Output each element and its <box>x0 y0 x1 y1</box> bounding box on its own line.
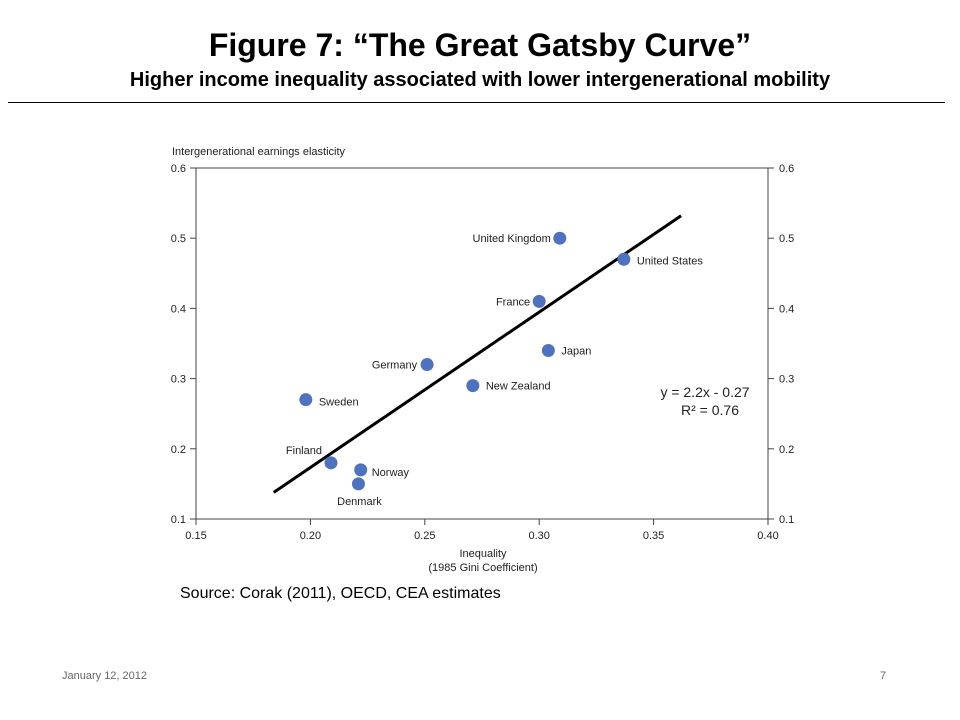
point-new-zealand <box>466 379 480 393</box>
axis-ticks: 0.6 0.6 0.5 0.5 0.4 0.4 0.3 0.3 0.2 0.2 0.1 0.1 0.15… <box>171 163 795 542</box>
point-label-japan: Japan <box>561 346 591 358</box>
x-axis-label: Inequality <box>459 548 507 560</box>
y-tick-label-left: 0.1 <box>171 514 186 526</box>
point-japan <box>541 344 555 358</box>
point-united-states <box>617 252 631 266</box>
page-number: 7 <box>880 670 887 682</box>
data-point-labels: United Kingdom United States France Japan Ge… <box>286 233 703 508</box>
plot-frame <box>195 167 769 520</box>
source-note: Source: Corak (2011), OECD, CEA estimate… <box>180 585 501 602</box>
y-axis-label: Intergenerational earnings elasticity <box>172 146 346 158</box>
data-points <box>299 231 631 491</box>
fit-r-squared: R² = 0.76 <box>681 402 739 418</box>
x-tick-label: 0.20 <box>300 530 321 542</box>
y-tick-label-left: 0.4 <box>171 303 186 315</box>
fit-equation: y = 2.2x - 0.27 <box>660 384 749 400</box>
x-tick-label: 0.30 <box>528 530 549 542</box>
y-tick-label-right: 0.3 <box>779 374 794 386</box>
y-tick-label-left: 0.5 <box>171 233 186 245</box>
y-tick-label-right: 0.6 <box>779 163 794 175</box>
y-tick-label-left: 0.3 <box>171 374 186 386</box>
x-tick-label: 0.35 <box>643 530 664 542</box>
x-tick-label: 0.15 <box>185 530 206 542</box>
point-label-france: France <box>496 296 530 308</box>
point-sweden <box>299 393 313 407</box>
point-germany <box>420 358 434 372</box>
x-axis-sublabel: (1985 Gini Coefficient) <box>428 562 537 574</box>
x-tick-label: 0.25 <box>414 530 435 542</box>
figure-subtitle: Higher income inequality associated with… <box>129 69 831 91</box>
y-tick-label-right: 0.4 <box>779 303 794 315</box>
point-label-united-states: United States <box>637 255 704 267</box>
point-label-new-zealand: New Zealand <box>486 381 551 393</box>
point-finland <box>324 456 338 470</box>
y-tick-label-right: 0.2 <box>779 444 794 456</box>
point-norway <box>354 463 368 477</box>
plot-area: 0.6 0.6 0.5 0.5 0.4 0.4 0.3 0.3 0.2 0.2 0.1 0.1 0.15… <box>171 163 795 542</box>
y-tick-label-left: 0.2 <box>171 444 186 456</box>
regression-line <box>272 214 682 494</box>
y-tick-label-left: 0.6 <box>171 163 186 175</box>
point-denmark <box>351 477 365 491</box>
point-label-denmark: Denmark <box>337 496 382 508</box>
point-label-finland: Finland <box>286 445 322 457</box>
title-divider <box>8 102 945 103</box>
point-label-norway: Norway <box>372 467 410 479</box>
point-label-sweden: Sweden <box>319 397 359 409</box>
point-united-kingdom <box>553 231 567 245</box>
footer-date: January 12, 2012 <box>62 670 148 682</box>
figure-title: Figure 7: “The Great Gatsby Curve” <box>208 27 752 63</box>
point-france <box>532 294 546 308</box>
y-tick-label-right: 0.1 <box>779 514 794 526</box>
y-tick-label-right: 0.5 <box>779 233 794 245</box>
point-label-united-kingdom: United Kingdom <box>473 233 551 245</box>
x-tick-label: 0.40 <box>757 530 778 542</box>
point-label-germany: Germany <box>372 360 418 372</box>
